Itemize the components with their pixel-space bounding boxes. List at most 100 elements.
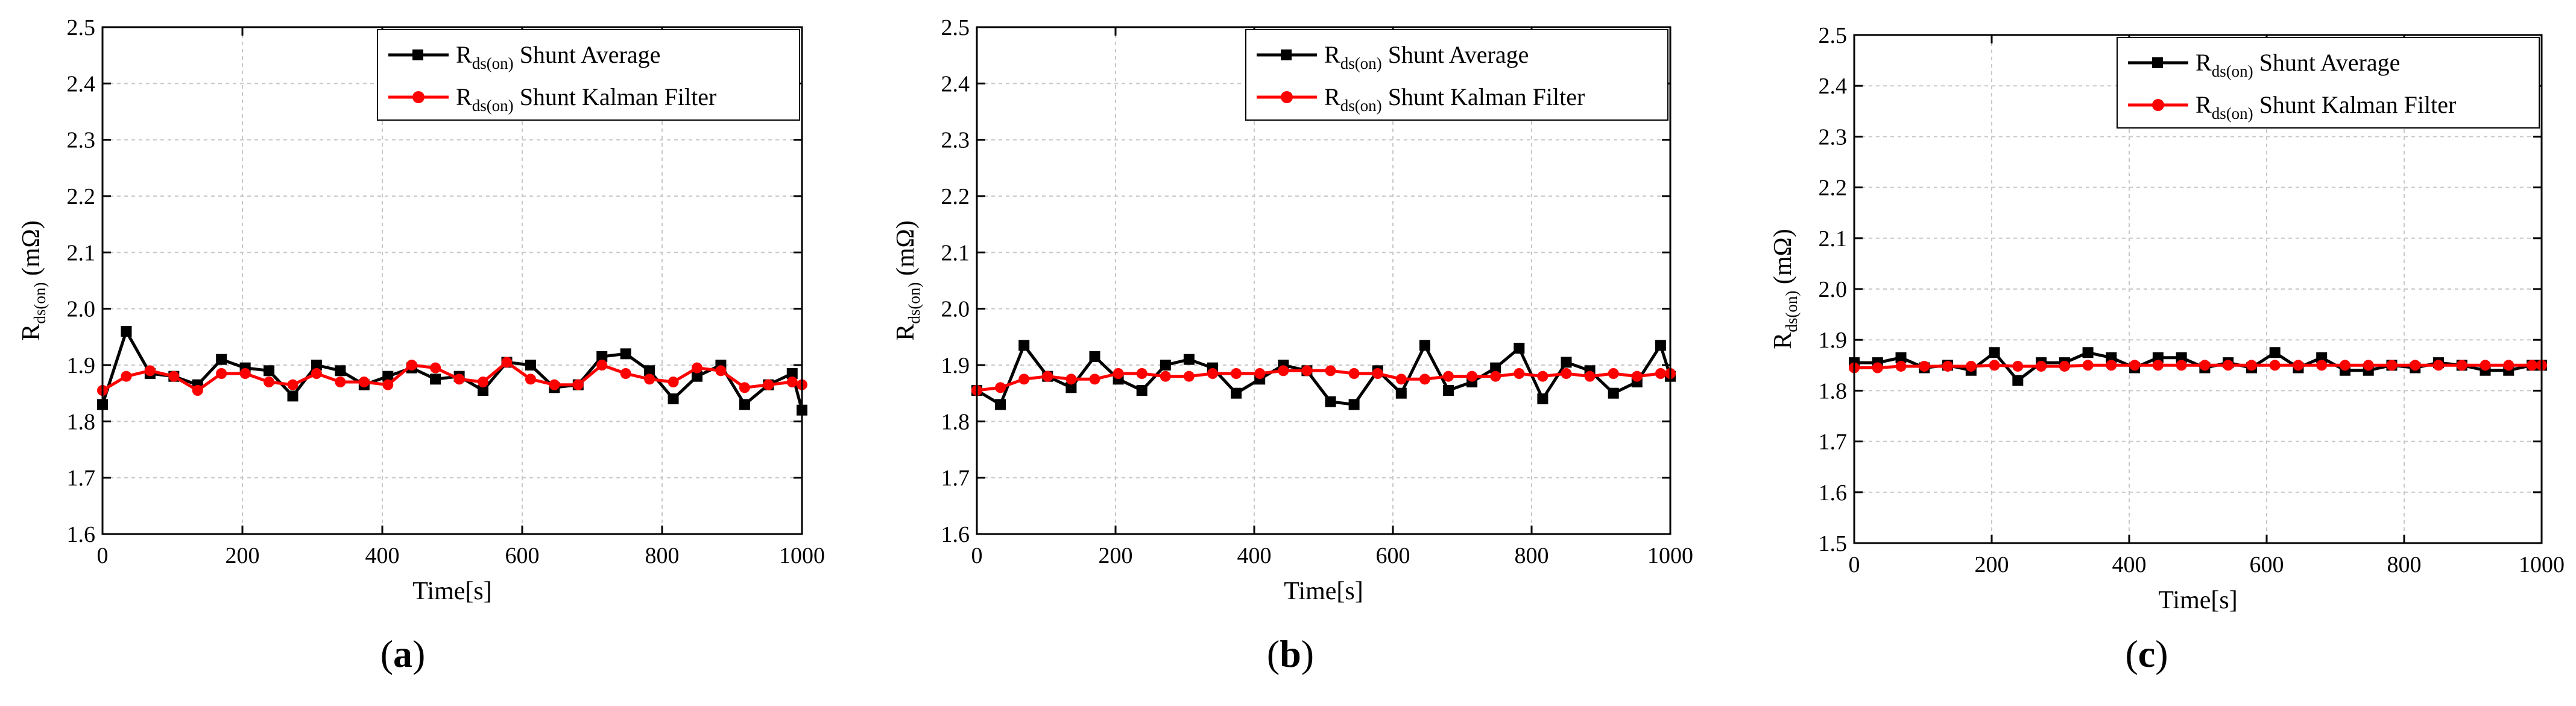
data-point-kalman (1113, 368, 1124, 379)
y-tick-label: 1.7 (941, 466, 970, 491)
data-point-kalman (1584, 370, 1596, 382)
data-point-kalman (1631, 370, 1643, 382)
data-point-average (739, 399, 750, 410)
y-tick-label: 2.0 (1819, 277, 1848, 302)
data-point-kalman (1348, 368, 1360, 379)
data-point-average (1989, 347, 2000, 358)
data-point-kalman (596, 360, 608, 370)
data-point-kalman (1942, 360, 1954, 372)
data-point-kalman (1089, 374, 1100, 385)
data-point-kalman (406, 360, 417, 370)
y-tick-label: 2.1 (1819, 226, 1848, 252)
y-tick-label: 1.8 (941, 409, 970, 434)
data-point-average (2106, 352, 2117, 363)
data-point-kalman (1919, 360, 1930, 372)
data-point-kalman (264, 377, 275, 387)
data-point-average (1089, 351, 1100, 362)
data-point-kalman (1183, 370, 1195, 382)
data-point-kalman (2176, 360, 2187, 371)
x-tick-label: 800 (645, 543, 680, 568)
data-point-kalman (2246, 360, 2257, 371)
data-point-average (1655, 340, 1666, 351)
legend-marker-kalman (1281, 91, 1293, 103)
data-point-kalman (1065, 374, 1077, 385)
legend-box (1245, 29, 1668, 121)
x-tick-label: 1000 (779, 543, 825, 568)
data-point-kalman (786, 377, 798, 387)
data-point-kalman (2129, 360, 2141, 371)
y-tick-label: 1.6 (941, 522, 970, 547)
data-point-kalman (2199, 360, 2211, 371)
y-tick-label: 2.1 (941, 240, 970, 266)
x-tick-label: 600 (1376, 543, 1410, 568)
data-point-average (478, 385, 489, 396)
x-tick-label: 400 (2112, 552, 2147, 577)
data-point-average (1419, 340, 1430, 351)
y-tick-label: 2.2 (1819, 176, 1848, 201)
legend: Rds(on) Shunt Average Rds(on) Shunt Kalma… (2117, 37, 2540, 129)
data-point-kalman (2386, 360, 2398, 371)
data-point-average (2316, 352, 2328, 363)
legend-box (377, 29, 800, 121)
data-point-average (1018, 340, 1030, 351)
y-tick-label: 2.5 (1819, 23, 1848, 48)
y-tick-label: 1.6 (1819, 480, 1848, 506)
legend-marker-average (2152, 57, 2163, 68)
y-tick-label: 1.5 (1819, 531, 1848, 556)
data-point-kalman (478, 377, 489, 387)
x-axis-title: Time[s] (412, 577, 491, 605)
data-point-average (2012, 375, 2024, 386)
data-point-kalman (715, 365, 727, 377)
data-point-kalman (1018, 374, 1030, 385)
data-point-kalman (1278, 365, 1289, 377)
data-point-kalman (2152, 360, 2164, 371)
x-tick-label: 800 (2387, 552, 2422, 577)
y-tick-label: 2.5 (67, 15, 96, 40)
data-point-kalman (1537, 370, 1548, 382)
data-point-average (1348, 399, 1360, 410)
y-tick-label: 2.3 (67, 128, 96, 153)
data-point-average (335, 365, 346, 377)
data-point-kalman (311, 368, 322, 379)
data-point-kalman (1160, 370, 1171, 382)
data-point-kalman (2527, 360, 2538, 371)
chart-panel-b: 0 200 400 600 800 1000 1.6 1.7 1.8 1.9 2.0 2.1 2.2 2.… (892, 15, 1693, 605)
y-tick-label: 1.9 (1819, 328, 1848, 353)
data-point-average (1183, 354, 1195, 365)
data-point-kalman (549, 379, 560, 390)
data-point-kalman (763, 379, 774, 390)
y-axis-title: Rds(on) (mΩ) (892, 220, 923, 340)
data-point-average (1895, 352, 1907, 363)
chart-panel-a: 0 200 400 600 800 1000 1.6 1.7 1.8 1.9 2.0 2.1 2.2 2.… (17, 15, 825, 605)
chart-panel-c: 0 200 400 600 800 1000 1.5 1.6 1.7 1.8 1.9 2.0 2.1 2.… (1769, 23, 2565, 614)
data-point-kalman (1042, 370, 1053, 382)
y-tick-label: 2.3 (941, 128, 970, 153)
data-point-kalman (121, 370, 132, 382)
data-point-kalman (1301, 365, 1313, 377)
legend-label-kalman: Rds(on) Shunt Kalman Filter (456, 83, 716, 115)
x-tick-label: 200 (1975, 552, 2009, 577)
legend-marker-kalman (2152, 99, 2164, 111)
legend-marker-kalman (412, 91, 425, 103)
data-point-average (2269, 347, 2281, 358)
data-point-kalman (2503, 360, 2514, 371)
data-point-average (2176, 352, 2187, 363)
data-point-kalman (2269, 360, 2281, 371)
data-point-kalman (2012, 360, 2024, 372)
data-point-kalman (1514, 368, 1525, 379)
data-point-kalman (1965, 360, 1977, 372)
data-point-kalman (1443, 370, 1454, 382)
data-point-kalman (1655, 368, 1666, 379)
x-tick-label: 1000 (1647, 543, 1693, 568)
plot-frame (101, 26, 803, 535)
x-tick-label: 800 (1515, 543, 1549, 568)
y-tick-label: 1.7 (1819, 430, 1848, 455)
data-point-average (596, 351, 608, 362)
x-tick-label: 400 (365, 543, 400, 568)
data-point-average (216, 354, 227, 365)
data-point-average (1608, 387, 1619, 399)
data-point-kalman (2433, 360, 2444, 371)
legend-label-kalman: Rds(on) Shunt Kalman Filter (1324, 83, 1585, 115)
legend-label-average: Rds(on) Shunt Average (456, 41, 660, 72)
